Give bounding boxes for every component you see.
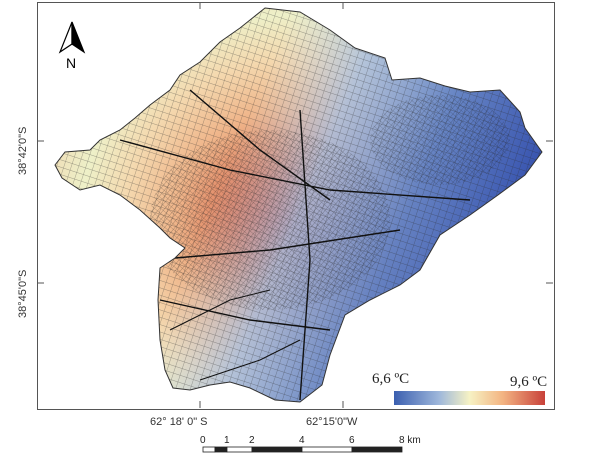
scale-tick-label: 1	[224, 435, 230, 446]
scale-tick-label: 6	[349, 435, 355, 446]
longitude-label: 62° 18' 0" S	[150, 416, 208, 428]
latitude-label: 38°42'0"S	[17, 126, 29, 175]
frame-ticks	[37, 2, 553, 408]
scale-tick-label-8: 8	[399, 435, 405, 446]
scale-unit: km	[407, 435, 421, 446]
scale-tick-label: 2	[249, 435, 255, 446]
legend-min-label: 6,6 ºC	[372, 371, 410, 387]
scale-bar	[202, 446, 403, 453]
city-area	[55, 8, 542, 402]
legend-max-label: 9,6 ºC	[510, 374, 548, 390]
legend-color-bar	[394, 391, 545, 405]
north-arrow-icon	[58, 21, 86, 54]
longitude-label: 62°15'0"W	[306, 416, 358, 428]
scale-tick-label: 0	[200, 435, 206, 446]
latitude-label: 38°45'0"S	[17, 269, 29, 318]
scale-tick-label: 4	[299, 435, 305, 446]
north-arrow-letter: N	[66, 55, 77, 71]
city-boundary	[54, 7, 543, 403]
scale-tick-label: 8 km	[399, 435, 421, 446]
